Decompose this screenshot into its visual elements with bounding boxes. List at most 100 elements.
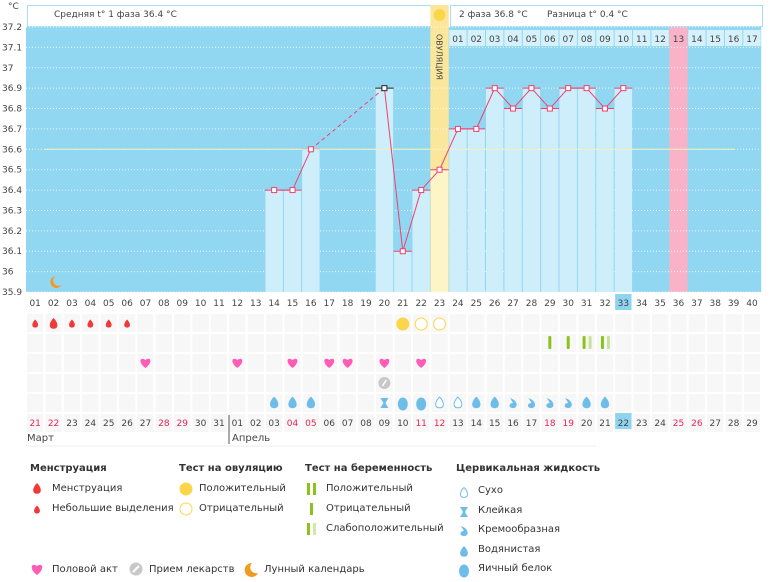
legend-cervical-title: Цервикальная жидкость (456, 463, 601, 474)
event-cell (174, 414, 191, 432)
event-cell (412, 374, 430, 392)
calendar-date-label: 01 (232, 419, 243, 429)
calendar-date-label: 30 (195, 419, 207, 429)
pregnancy-test-weak-line (606, 336, 610, 349)
legend-pregnancy-title: Тест на беременность (305, 463, 433, 474)
event-cell (210, 334, 228, 352)
event-cell (707, 354, 724, 372)
event-cell (651, 374, 669, 392)
cervical-sticky-icon (456, 504, 472, 524)
event-cell (118, 414, 136, 432)
event-cell (265, 334, 283, 352)
temperature-line (531, 87, 551, 109)
cervical-creamy-icon (564, 398, 572, 409)
temperature-point (546, 105, 553, 112)
calendar-date-label: 17 (526, 419, 537, 429)
temperature-difference: Разница t° 0.4 °C (547, 10, 628, 20)
event-cell (743, 334, 761, 352)
cervical-watery-icon (582, 396, 591, 409)
event-cell (192, 414, 209, 432)
event-cell (174, 314, 191, 332)
event-cell (284, 334, 301, 352)
event-cell (174, 354, 191, 372)
event-cell (431, 334, 448, 352)
ovulation-negative-icon (178, 501, 194, 521)
temperature-point (454, 125, 461, 132)
event-cell (725, 314, 742, 332)
event-cell (100, 334, 117, 352)
calendar-date-label: 09 (379, 419, 391, 429)
calendar-date-label: 10 (397, 419, 409, 429)
temperature-bar (486, 88, 504, 293)
cycle-day-label: 29 (544, 299, 556, 309)
event-cell (229, 394, 246, 412)
calendar-date-label: 25 (103, 419, 114, 429)
event-cell (504, 334, 522, 352)
calendar-date-label: 29 (746, 419, 758, 429)
event-cell (523, 374, 540, 392)
event-cell (449, 414, 467, 432)
event-cell (302, 354, 320, 372)
cycle-day-label: 16 (305, 299, 317, 309)
month-label: Март (27, 433, 54, 444)
event-cell (394, 414, 411, 432)
event-cell (468, 314, 485, 332)
cycle-day-label: 37 (691, 299, 702, 309)
phase2-day-cell (504, 30, 522, 46)
event-cell (357, 414, 375, 432)
temperature-bar (577, 88, 596, 293)
phase2-day-label: 01 (452, 35, 463, 45)
phase1-average: Средняя t° 1 фаза 36.4 °C (54, 10, 177, 20)
temperature-bar (283, 190, 302, 292)
cycle-day-label: 30 (562, 299, 574, 309)
event-cell (339, 334, 356, 352)
sun-icon (433, 9, 446, 21)
event-cell (651, 314, 669, 332)
event-cell (302, 334, 320, 352)
pregnancy-weak-icon (304, 521, 320, 541)
cervical-eggwhite-icon (416, 397, 427, 411)
cycle-day-label: 02 (48, 299, 59, 309)
event-cell (633, 394, 650, 412)
event-cell (357, 314, 375, 332)
calendar-date-label: 27 (710, 419, 721, 429)
legend-menstruation-item: Небольшие выделения (52, 503, 174, 514)
event-cell (63, 394, 81, 412)
event-cell (45, 394, 62, 412)
event-cell (321, 374, 338, 392)
event-cell (560, 414, 577, 432)
calendar-date-label: 21 (599, 419, 610, 429)
temperature-bar (449, 128, 467, 292)
event-cell (412, 334, 430, 352)
cervical-sticky-icon (380, 398, 389, 408)
event-cell (504, 354, 522, 372)
event-cell (725, 354, 742, 372)
temperature-bar (596, 108, 614, 293)
event-cell (82, 394, 99, 412)
calendar-date-label: 19 (562, 419, 574, 429)
event-cell (725, 414, 742, 432)
event-cell (45, 334, 62, 352)
temperature-bar (522, 88, 541, 293)
cycle-day-label: 19 (360, 299, 372, 309)
event-cell (596, 354, 614, 372)
event-cell (523, 414, 540, 432)
legend-ovulation-title: Тест на овуляцию (179, 463, 283, 474)
phase2-day-label: 09 (599, 35, 611, 45)
plot-background (26, 27, 762, 292)
temperature-bar (504, 108, 522, 293)
temperature-bar (302, 149, 320, 292)
cycle-day-label: 38 (710, 299, 722, 309)
event-cell (394, 374, 411, 392)
y-tick-label: 37.2 (2, 23, 22, 33)
event-cell (229, 334, 246, 352)
event-cell (633, 334, 650, 352)
event-cell (431, 354, 448, 372)
phase2-average: 2 фаза 36.8 °C (459, 10, 528, 20)
phase2-day-label: 10 (618, 35, 630, 45)
y-tick-label: 37.1 (2, 43, 22, 53)
event-cell (265, 314, 283, 332)
cycle-day-label: 33 (618, 299, 629, 309)
phase2-day-label: 06 (544, 35, 556, 45)
calendar-date-label: 04 (287, 419, 299, 429)
